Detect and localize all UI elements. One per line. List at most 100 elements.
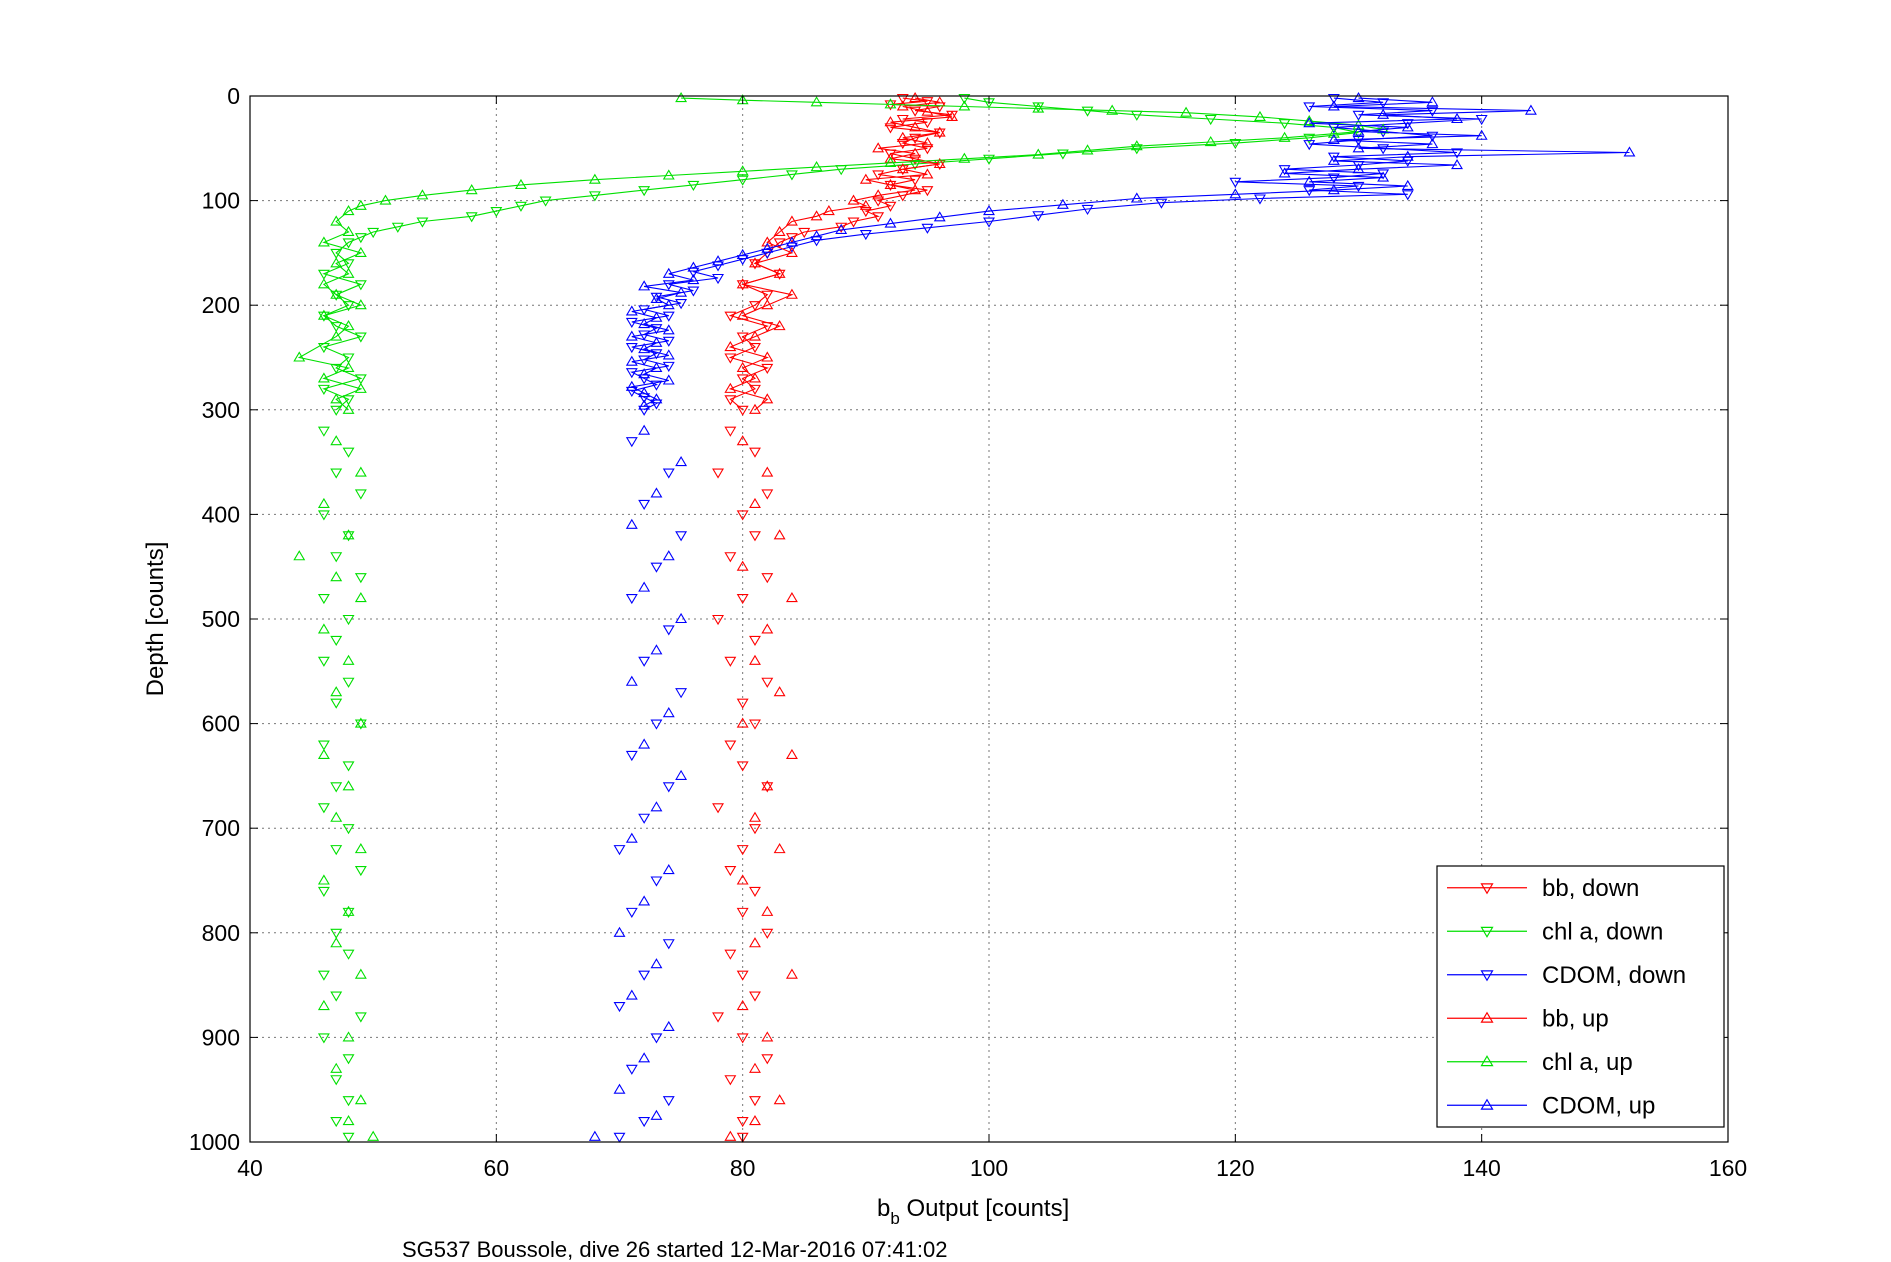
data-point	[736, 1117, 749, 1128]
data-point	[650, 311, 663, 322]
data-point	[330, 257, 343, 268]
series-line	[322, 97, 1359, 411]
data-point	[785, 233, 798, 244]
data-point	[1303, 175, 1316, 186]
data-point	[859, 230, 872, 241]
data-point	[933, 211, 946, 222]
data-point	[330, 635, 343, 647]
data-point	[712, 614, 724, 626]
data-point	[625, 675, 638, 686]
data-point	[662, 311, 675, 322]
data-point	[330, 552, 343, 563]
axis-ticks: 40 60 80 100 120 140 160 0 100 200 300 400 500 600 700…	[189, 83, 1747, 1181]
data-point	[1401, 179, 1414, 191]
legend-entry: chl a, down	[1447, 918, 1663, 945]
data-point	[354, 591, 367, 603]
data-point	[650, 349, 663, 360]
data-point	[773, 843, 786, 854]
data-point	[317, 594, 330, 605]
data-point	[736, 435, 749, 446]
data-point	[675, 92, 688, 103]
data-point	[1451, 148, 1463, 159]
data-point	[847, 217, 860, 228]
data-point	[896, 114, 909, 126]
data-point	[638, 317, 651, 329]
data-point	[859, 199, 872, 210]
data-point	[662, 349, 675, 360]
data-point	[662, 267, 675, 278]
data-point	[330, 330, 343, 341]
data-point	[625, 355, 638, 366]
data-point	[1327, 152, 1340, 163]
data-point	[465, 184, 478, 195]
data-point	[342, 1096, 355, 1107]
data-point	[625, 380, 638, 391]
data-point	[909, 121, 922, 132]
y-tick-label: 800	[202, 920, 240, 946]
data-point	[884, 201, 897, 212]
data-point	[317, 999, 330, 1011]
series-0	[712, 94, 959, 1143]
x-tick-label: 60	[484, 1155, 510, 1181]
data-point	[330, 698, 343, 709]
data-point	[810, 230, 823, 241]
data-point	[1229, 139, 1242, 150]
y-tick-label: 900	[202, 1024, 240, 1050]
data-point	[983, 204, 995, 216]
data-point	[773, 225, 786, 237]
data-point	[638, 970, 651, 981]
data-point	[650, 958, 663, 969]
data-point	[317, 384, 330, 395]
data-point	[896, 94, 909, 105]
data-point	[983, 217, 995, 228]
legend-label: CDOM, down	[1542, 962, 1686, 989]
data-point	[342, 1132, 355, 1143]
data-point	[515, 178, 527, 189]
data-point	[1180, 106, 1193, 117]
data-point	[724, 1075, 737, 1086]
data-point	[330, 937, 343, 948]
series-2	[613, 94, 1488, 1143]
data-point	[675, 531, 688, 542]
data-point	[613, 926, 626, 937]
data-point	[638, 393, 651, 404]
legend-label: chl a, up	[1542, 1049, 1633, 1076]
data-point	[712, 803, 724, 814]
data-point	[724, 740, 737, 751]
legend-marker	[1480, 1055, 1494, 1067]
data-point	[761, 780, 774, 791]
data-point	[736, 1033, 749, 1044]
data-point	[761, 466, 774, 477]
x-tick-label: 80	[730, 1155, 756, 1181]
data-point	[749, 1096, 761, 1107]
data-point	[1352, 163, 1365, 174]
data-point	[342, 654, 355, 665]
data-point	[1278, 167, 1291, 178]
data-point	[625, 1064, 638, 1075]
data-point	[354, 374, 367, 385]
series-line	[728, 97, 953, 411]
data-point	[859, 173, 872, 184]
data-point	[1401, 121, 1414, 132]
data-point	[650, 562, 663, 573]
data-point	[736, 278, 749, 289]
data-point	[749, 1062, 761, 1073]
data-point	[1377, 108, 1390, 119]
data-point	[736, 165, 749, 176]
data-point	[749, 654, 761, 665]
data-point	[761, 363, 774, 375]
data-point	[330, 686, 343, 697]
data-point	[317, 510, 330, 521]
y-tick-label: 200	[202, 292, 240, 318]
data-point	[638, 386, 651, 398]
data-point	[638, 186, 651, 197]
x-axis-label-rest: Output [counts]	[900, 1195, 1069, 1222]
data-point	[317, 970, 330, 981]
data-point	[625, 437, 638, 448]
data-point	[761, 489, 774, 500]
data-point	[785, 215, 798, 226]
data-point	[810, 161, 823, 172]
data-point	[650, 361, 663, 373]
data-point	[354, 717, 367, 728]
series-layer	[293, 92, 1636, 1143]
